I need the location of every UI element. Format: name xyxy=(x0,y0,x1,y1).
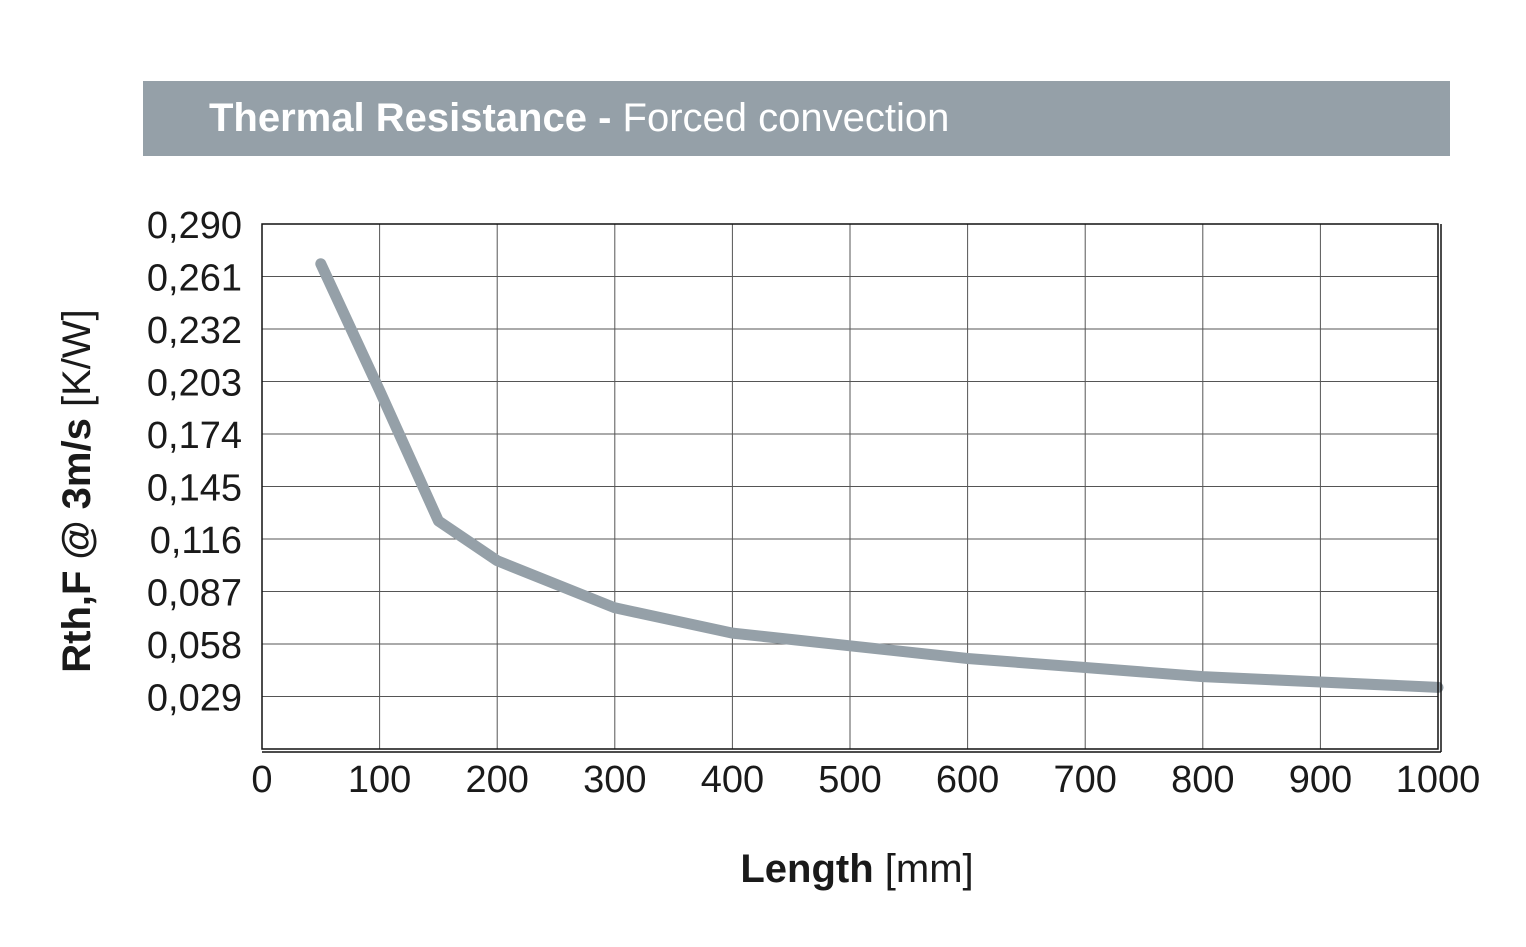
x-axis-label-unit xyxy=(874,847,885,891)
x-tick-label: 300 xyxy=(583,759,646,801)
x-tick-label: 500 xyxy=(818,759,881,801)
x-tick-label: 800 xyxy=(1171,759,1234,801)
chart-title-bar: Thermal Resistance - Forced convection xyxy=(143,81,1450,156)
y-axis-label-unit: [K/W] xyxy=(55,309,99,407)
chart-title-main: Thermal Resistance - xyxy=(209,96,612,140)
y-tick-label: 0,116 xyxy=(150,520,242,562)
x-tick-label: 200 xyxy=(465,759,528,801)
x-tick-label: 0 xyxy=(251,759,272,801)
y-axis-label-space xyxy=(55,407,99,418)
x-tick-label: 700 xyxy=(1053,759,1116,801)
chart-title: Thermal Resistance - Forced convection xyxy=(209,81,949,156)
chart-title-sub: Forced convection xyxy=(622,96,950,140)
grid-lines xyxy=(262,224,1438,749)
series-group xyxy=(315,258,1444,693)
x-tick-label: 600 xyxy=(936,759,999,801)
y-tick-label: 0,087 xyxy=(147,573,242,615)
x-axis-label-bold: Length xyxy=(740,847,873,891)
plot-border xyxy=(261,223,1439,750)
series-line xyxy=(315,258,1444,693)
x-tick-label: 400 xyxy=(701,759,764,801)
x-tick-label: 1000 xyxy=(1396,759,1481,801)
y-tick-label: 0,145 xyxy=(147,468,242,510)
plot-frame xyxy=(261,223,1442,753)
x-axis-label: Length [mm] xyxy=(740,847,973,891)
y-tick-label: 0,203 xyxy=(147,363,242,405)
y-tick-label: 0,174 xyxy=(147,415,242,457)
x-tick-label: 900 xyxy=(1289,759,1352,801)
y-axis-label-bold: Rth,F @ 3m/s xyxy=(55,418,99,673)
y-tick-label: 0,261 xyxy=(147,258,242,300)
y-axis-label: Rth,F @ 3m/s [K/W] xyxy=(55,309,99,673)
y-tick-labels: 0,029 0,058 0,087 0,116 0,145 0,174 0,203 0,232… xyxy=(147,205,242,720)
x-axis-label-unit-text: [mm] xyxy=(885,847,974,891)
x-tick-labels: 0 100 200 300 400 500 600 700 800 900 1000 xyxy=(251,759,1480,801)
y-tick-label: 0,290 xyxy=(147,205,242,247)
y-tick-label: 0,232 xyxy=(147,310,242,352)
y-tick-label: 0,029 xyxy=(147,678,242,720)
y-tick-label: 0,058 xyxy=(147,625,242,667)
x-tick-label: 100 xyxy=(348,759,411,801)
